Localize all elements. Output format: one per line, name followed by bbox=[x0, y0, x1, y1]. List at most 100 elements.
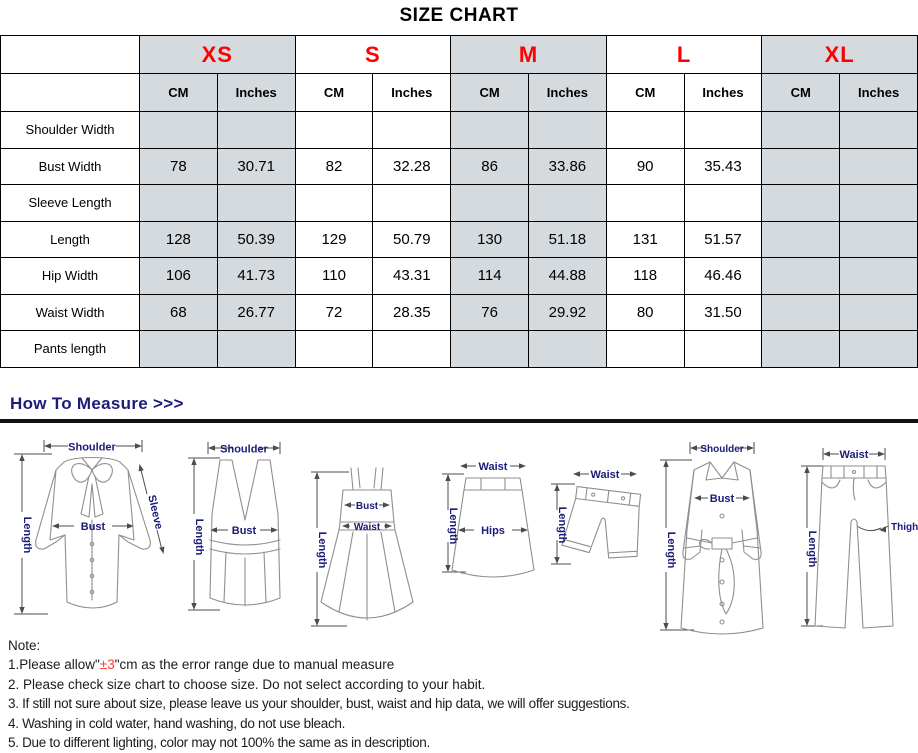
how-to-measure-heading: How To Measure >>> bbox=[10, 393, 184, 413]
coat-outline bbox=[680, 460, 764, 635]
size-table-head: XS S M L XL CM Inches CM Inches CM Inches CM Inches C… bbox=[0, 35, 918, 112]
blouse-sleeve-label: Sleeve bbox=[145, 493, 165, 530]
coat-sketch: Shoulder Length Bust bbox=[660, 441, 764, 635]
value-cell bbox=[139, 111, 218, 149]
unit-header-s-cm: CM bbox=[294, 73, 374, 112]
notes-heading: Note: bbox=[8, 637, 41, 653]
pants-outline bbox=[814, 464, 894, 629]
value-cell bbox=[761, 111, 841, 149]
pants-thigh-label: Thigh bbox=[891, 522, 918, 533]
shorts-waist-label: Waist bbox=[591, 469, 620, 481]
unit-header-l-inches: Inches bbox=[683, 73, 763, 112]
value-cell bbox=[761, 147, 841, 185]
value-cell: 86 bbox=[450, 147, 529, 185]
page-title: SIZE CHART bbox=[399, 5, 519, 26]
unit-header-m-inches: Inches bbox=[527, 73, 607, 112]
table-row: Waist Width 68 26.77 72 28.35 76 29.92 80 31.50 bbox=[0, 293, 918, 331]
value-cell bbox=[527, 184, 607, 222]
tank-top-bust-label: Bust bbox=[232, 525, 257, 537]
table-row: Hip Width 106 41.73 110 43.31 114 44.88 118 46.4… bbox=[0, 257, 918, 295]
size-header-xl: XL bbox=[761, 35, 918, 74]
dress-measure-lines bbox=[311, 471, 392, 626]
unit-header-xl-cm: CM bbox=[761, 73, 841, 112]
value-cell: 30.71 bbox=[216, 147, 296, 185]
corner-cell bbox=[0, 35, 140, 74]
value-cell: 26.77 bbox=[216, 293, 296, 331]
table-row: Shoulder Width bbox=[0, 111, 918, 149]
value-cell bbox=[683, 330, 763, 368]
size-header-m: M bbox=[450, 35, 607, 74]
notes-section: Note: 1.Please allow"±3"cm as the error … bbox=[8, 636, 918, 753]
value-cell: 90 bbox=[605, 147, 685, 185]
blouse-shoulder-label: Shoulder bbox=[68, 441, 116, 453]
value-cell bbox=[683, 111, 763, 149]
value-cell: 51.18 bbox=[527, 220, 607, 258]
table-row: Sleeve Length bbox=[0, 184, 918, 222]
value-cell: 51.57 bbox=[683, 220, 763, 258]
value-cell bbox=[450, 330, 529, 368]
value-cell bbox=[761, 220, 841, 258]
table-row: Pants length bbox=[0, 330, 918, 368]
value-cell bbox=[839, 293, 918, 331]
blouse-bust-label: Bust bbox=[81, 521, 106, 533]
value-cell bbox=[450, 111, 529, 149]
value-cell bbox=[294, 111, 374, 149]
size-header-l: L bbox=[605, 35, 763, 74]
value-cell: 78 bbox=[139, 147, 218, 185]
size-header-s: S bbox=[294, 35, 452, 74]
value-cell: 35.43 bbox=[683, 147, 763, 185]
row-label: Bust Width bbox=[0, 147, 140, 185]
note1-highlight: ±3 bbox=[99, 657, 115, 672]
note-line-2: 2. Please check size chart to choose siz… bbox=[8, 676, 486, 692]
note1-suffix: "cm as the error range due to manual mea… bbox=[114, 657, 395, 672]
value-cell: 106 bbox=[139, 257, 218, 295]
unit-header-xs-cm: CM bbox=[139, 73, 218, 112]
skirt-outline bbox=[451, 476, 535, 578]
value-cell bbox=[216, 111, 296, 149]
skirt-sketch: Waist Length Hips bbox=[442, 461, 535, 578]
value-cell bbox=[294, 184, 374, 222]
dress-outline bbox=[320, 466, 414, 621]
value-cell: 46.46 bbox=[683, 257, 763, 295]
value-cell: 130 bbox=[450, 220, 529, 258]
tank-top-length-label: Length bbox=[193, 518, 205, 555]
value-cell: 32.28 bbox=[372, 147, 452, 185]
value-cell: 110 bbox=[294, 257, 374, 295]
value-cell bbox=[839, 111, 918, 149]
value-cell: 82 bbox=[294, 147, 374, 185]
dress-bust-label: Bust bbox=[356, 501, 379, 512]
value-cell bbox=[683, 184, 763, 222]
value-cell bbox=[527, 111, 607, 149]
size-table-body: Shoulder Width Bust Width 78 30.71 82 32.28 86… bbox=[0, 111, 918, 368]
value-cell bbox=[294, 330, 374, 368]
value-cell: 28.35 bbox=[372, 293, 452, 331]
value-cell bbox=[761, 330, 841, 368]
value-cell bbox=[839, 184, 918, 222]
tank-top-measure-lines bbox=[188, 441, 281, 610]
coat-measure-lines bbox=[660, 441, 755, 630]
note-line-1: 1.Please allow"±3"cm as the error range … bbox=[8, 655, 918, 675]
unit-header-s-inches: Inches bbox=[372, 73, 452, 112]
dress-sketch: Length Bust Waist bbox=[311, 466, 414, 626]
row-label: Hip Width bbox=[0, 257, 140, 295]
skirt-measure-lines bbox=[442, 462, 528, 572]
pants-sketch: Waist Length Thigh bbox=[801, 447, 918, 629]
value-cell bbox=[139, 330, 218, 368]
value-cell: 128 bbox=[139, 220, 218, 258]
table-row: Bust Width 78 30.71 82 32.28 86 33.86 90 35.43 bbox=[0, 147, 918, 185]
blouse-measure-lines bbox=[14, 439, 165, 614]
value-cell: 50.79 bbox=[372, 220, 452, 258]
value-cell bbox=[839, 220, 918, 258]
skirt-hips-label: Hips bbox=[481, 525, 505, 537]
coat-length-label: Length bbox=[665, 531, 677, 568]
value-cell bbox=[372, 184, 452, 222]
value-cell bbox=[605, 184, 685, 222]
value-cell bbox=[450, 184, 529, 222]
value-cell bbox=[372, 330, 452, 368]
value-cell bbox=[761, 293, 841, 331]
value-cell: 41.73 bbox=[216, 257, 296, 295]
blouse-sketch: Shoulder Length Bust Sleeve bbox=[14, 439, 165, 614]
note-line-5: 5. Due to different lighting, color may … bbox=[8, 735, 430, 750]
value-cell bbox=[761, 257, 841, 295]
value-cell bbox=[839, 147, 918, 185]
